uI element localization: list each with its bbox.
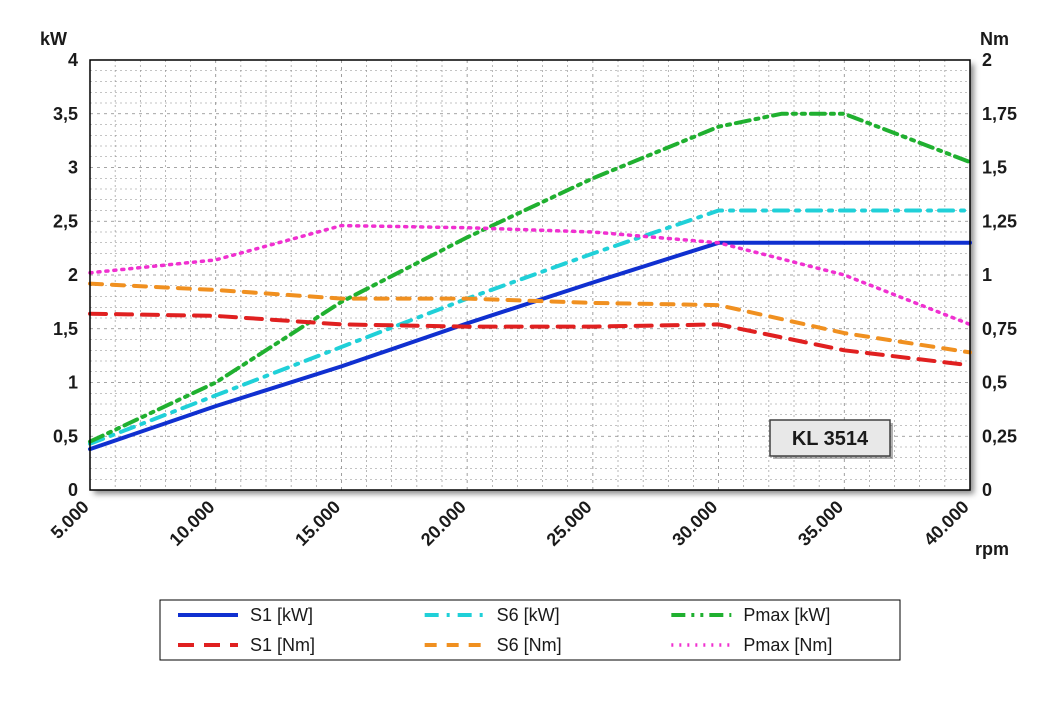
y-right-tick: 0,75 xyxy=(982,319,1017,339)
y-right-tick: 1,5 xyxy=(982,158,1007,178)
x-tick: 20.000 xyxy=(417,497,470,550)
legend-label: S6 [kW] xyxy=(497,605,560,625)
x-tick: 40.000 xyxy=(920,497,973,550)
legend-label: Pmax [kW] xyxy=(743,605,830,625)
x-tick: 30.000 xyxy=(668,497,721,550)
y-right-tick: 0,5 xyxy=(982,373,1007,393)
x-tick: 5.000 xyxy=(47,497,93,543)
legend-label: S6 [Nm] xyxy=(497,635,562,655)
y-right-title: Nm xyxy=(980,29,1009,49)
y-right-tick: 0 xyxy=(982,480,992,500)
chart-container: KL 3514 kW Nm rpm 0 0,5 1 1,5 2 2,5 3 3,5 4 0 0,25 0,5 0… xyxy=(20,20,1020,690)
legend-label: S1 [Nm] xyxy=(250,635,315,655)
y-right-tick: 1 xyxy=(982,265,992,285)
y-right-tick: 2 xyxy=(982,50,992,70)
y-left-title: kW xyxy=(40,29,67,49)
y-left-tick: 1 xyxy=(68,373,78,393)
x-title: rpm xyxy=(975,539,1009,559)
x-tick: 35.000 xyxy=(794,497,847,550)
y-left-tick: 2 xyxy=(68,265,78,285)
y-left-tick: 0,5 xyxy=(53,426,78,446)
y-left-tick: 3 xyxy=(68,158,78,178)
annotation-text: KL 3514 xyxy=(792,428,869,450)
x-tick: 10.000 xyxy=(165,497,218,550)
x-tick: 15.000 xyxy=(291,497,344,550)
y-left-tick: 1,5 xyxy=(53,319,78,339)
y-left-tick: 4 xyxy=(68,50,78,70)
legend-label: Pmax [Nm] xyxy=(743,635,832,655)
y-right-tick: 0,25 xyxy=(982,426,1017,446)
y-left-tick: 2,5 xyxy=(53,211,78,231)
y-right-tick: 1,25 xyxy=(982,211,1017,231)
y-left-tick: 0 xyxy=(68,480,78,500)
legend-label: S1 [kW] xyxy=(250,605,313,625)
chart-svg: KL 3514 kW Nm rpm 0 0,5 1 1,5 2 2,5 3 3,5 4 0 0,25 0,5 0… xyxy=(20,20,1020,690)
x-tick: 25.000 xyxy=(543,497,596,550)
y-left-tick: 3,5 xyxy=(53,104,78,124)
y-right-tick: 1,75 xyxy=(982,104,1017,124)
